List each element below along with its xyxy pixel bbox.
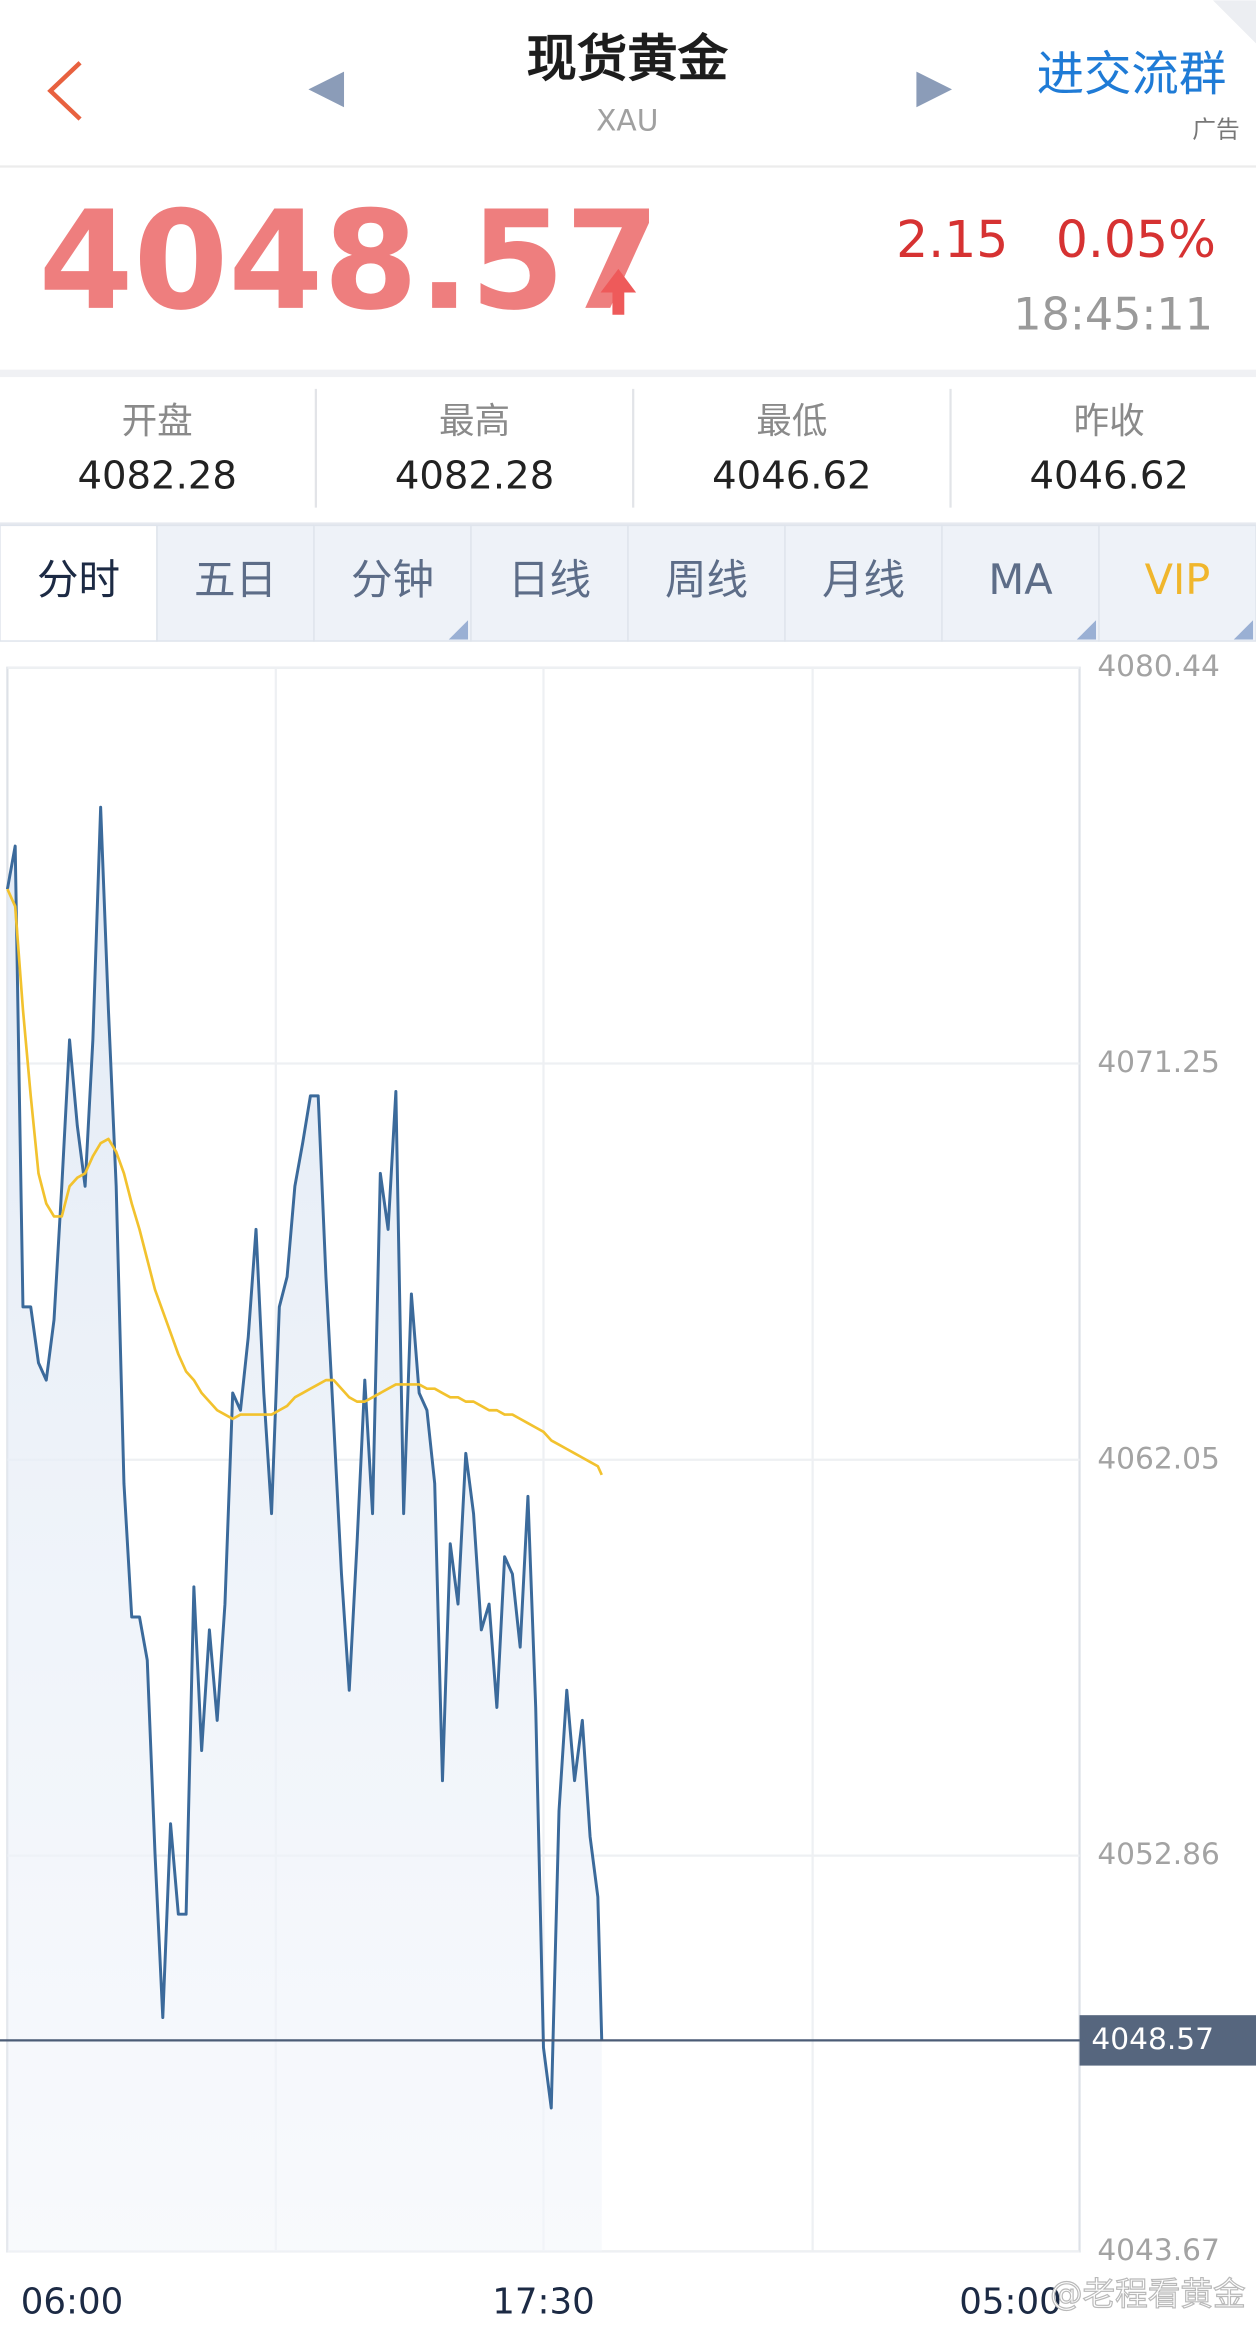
chart: 4080.44 4071.25 4062.05 4052.86 4043.67 06:00… [0, 648, 1256, 2322]
tab-background [941, 524, 1100, 642]
tab-bar: 分时 五日 分钟 日线 周线 月线 MA VIP [0, 524, 1256, 642]
tab[interactable]: 周线 [665, 555, 748, 604]
ad-button[interactable]: 进交流群 [1037, 48, 1227, 103]
next-button[interactable] [916, 71, 953, 108]
last-price-tag [1079, 2015, 1256, 2066]
ad-label: 广告 [1192, 115, 1239, 143]
y-tick-label: 4052.86 [1097, 1836, 1220, 1871]
divider [0, 369, 1256, 378]
corner-fold [1212, 0, 1256, 44]
watermark: @老程看黄金 [1050, 2275, 1246, 2313]
average-line [6, 888, 603, 1476]
stat-label: 开盘 [122, 401, 193, 442]
tab[interactable]: 分钟 [351, 555, 434, 604]
tab-background [313, 524, 472, 642]
stats-panel: 开盘 4082.28 最高 4082.28 最低 4046.62 昨收 4046.62 [77, 388, 1189, 508]
tab[interactable]: 分时 [37, 555, 120, 604]
x-tick-label: 17:30 [492, 2281, 595, 2322]
current-price: 4048.57 [39, 182, 660, 341]
tab[interactable]: 五日 [194, 555, 277, 604]
stat-label: 昨收 [1074, 401, 1145, 442]
back-button[interactable] [47, 61, 82, 121]
y-tick-label: 4043.67 [1097, 2232, 1220, 2267]
tab-background [156, 524, 315, 642]
tab-background [1098, 524, 1256, 642]
tab-background [784, 524, 943, 642]
page-subtitle: XAU [596, 103, 658, 138]
x-tick-label: 06:00 [21, 2281, 124, 2322]
price-line [5, 805, 604, 2110]
quote-time: 18:45:11 [1013, 290, 1213, 341]
y-tick-label: 4071.25 [1097, 1044, 1220, 1079]
tab-background [470, 524, 629, 642]
tab[interactable]: 月线 [822, 555, 905, 604]
price-change-pct: 0.05% [1056, 210, 1216, 269]
page-title: 现货黄金 [526, 29, 728, 88]
stat-value: 4082.28 [77, 453, 236, 498]
tab[interactable]: 日线 [508, 555, 591, 604]
x-tick-label: 05:00 [959, 2281, 1062, 2322]
prev-button[interactable] [308, 71, 345, 108]
price-change: 2.15 [896, 210, 1008, 269]
tab[interactable]: MA [988, 555, 1053, 604]
divider [0, 522, 1256, 526]
y-tick-label: 4080.44 [1097, 648, 1220, 683]
stat-value: 4046.62 [712, 453, 871, 498]
tab[interactable]: VIP [1145, 555, 1211, 604]
tab-background [0, 524, 158, 642]
stat-value: 4082.28 [395, 453, 554, 498]
y-tick-label: 4062.05 [1097, 1440, 1220, 1475]
last-price-label: 4048.57 [1091, 2021, 1214, 2056]
stat-value: 4046.62 [1029, 453, 1188, 498]
up-arrow [600, 268, 637, 315]
stat-label: 最低 [756, 401, 827, 442]
stat-label: 最高 [439, 401, 510, 442]
tab-background [627, 524, 786, 642]
